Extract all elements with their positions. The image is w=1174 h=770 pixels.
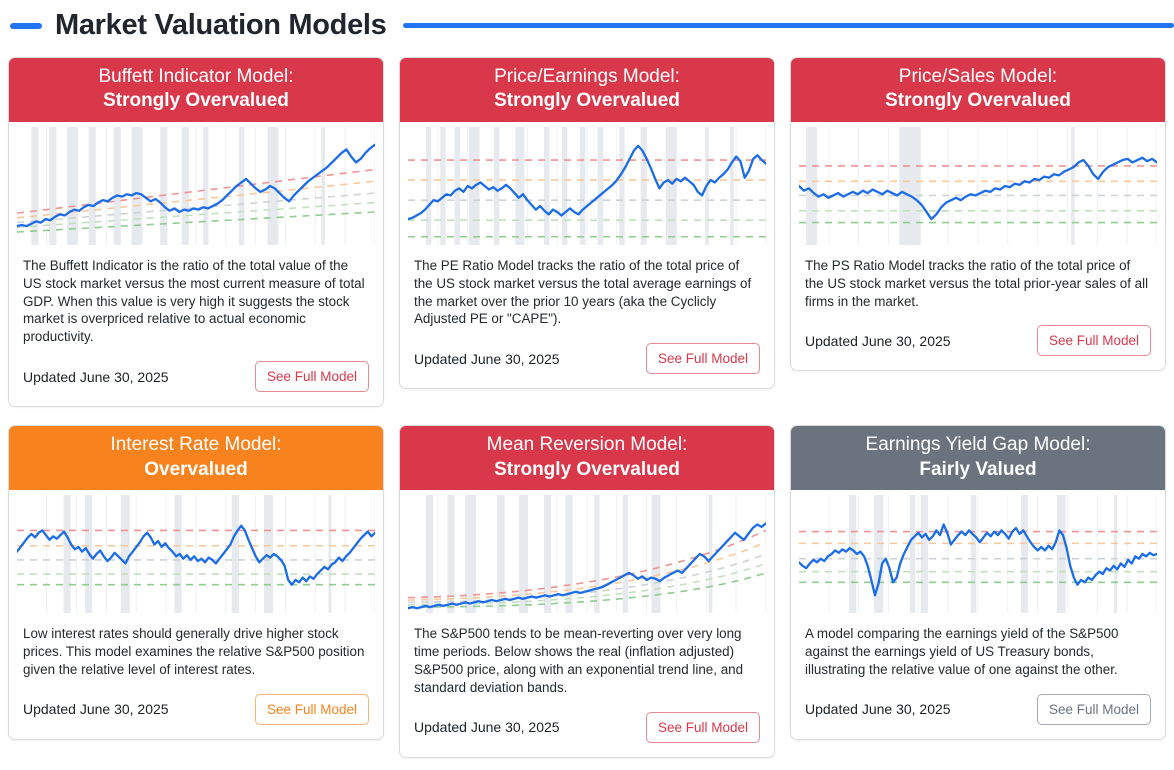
valuation-chart-svg	[17, 126, 375, 245]
model-card-price-earnings: Price/Earnings Model: Strongly Overvalue…	[399, 57, 775, 390]
see-full-model-button[interactable]: See Full Model	[1036, 693, 1151, 725]
model-card-footer: Updated June 30, 2025 See Full Model	[400, 328, 774, 388]
model-card-earnings-yield-gap: Earnings Yield Gap Model: Fairly Valued …	[790, 425, 1166, 740]
model-status-badge: Fairly Valued	[919, 458, 1037, 480]
model-card-mean-reversion: Mean Reversion Model: Strongly Overvalue…	[399, 425, 775, 758]
model-title: Mean Reversion Model:	[486, 434, 688, 456]
model-status-badge: Strongly Overvalued	[494, 458, 680, 480]
page-title: Market Valuation Models	[55, 9, 387, 41]
model-title: Buffett Indicator Model:	[98, 66, 294, 87]
page-header: Market Valuation Models	[0, 0, 1174, 50]
model-card-header: Interest Rate Model: Overvalued	[9, 426, 383, 491]
title-accent-line	[402, 23, 1174, 28]
see-full-model-button[interactable]: See Full Model	[645, 343, 760, 375]
valuation-chart-svg	[799, 495, 1157, 614]
model-description: The S&P500 tends to be mean-reverting ov…	[414, 626, 744, 695]
model-status-badge: Strongly Overvalued	[885, 90, 1071, 112]
model-chart	[799, 126, 1157, 245]
valuation-chart-svg	[17, 495, 375, 614]
model-card-price-sales: Price/Sales Model: Strongly Overvalued T…	[790, 57, 1166, 372]
model-chart	[408, 126, 766, 245]
title-accent-dash	[10, 22, 42, 29]
model-card-buffett-indicator: Buffett Indicator Model: Strongly Overva…	[8, 57, 384, 408]
model-chart	[799, 495, 1157, 614]
model-description: Low interest rates should generally driv…	[23, 626, 365, 677]
model-card-header: Mean Reversion Model: Strongly Overvalue…	[400, 426, 774, 491]
model-description: The Buffett Indicator is the ratio of th…	[23, 257, 365, 345]
model-status-badge: Strongly Overvalued	[103, 90, 289, 112]
model-card-footer: Updated June 30, 2025 See Full Model	[791, 679, 1165, 739]
model-chart	[408, 495, 766, 614]
updated-date: Updated June 30, 2025	[414, 719, 560, 736]
model-card-header: Price/Earnings Model: Strongly Overvalue…	[400, 58, 774, 122]
model-status-badge: Strongly Overvalued	[494, 90, 680, 112]
model-chart	[17, 495, 375, 614]
see-full-model-button[interactable]: See Full Model	[645, 711, 760, 743]
valuation-chart-svg	[408, 495, 766, 614]
see-full-model-button[interactable]: See Full Model	[254, 361, 369, 393]
see-full-model-button[interactable]: See Full Model	[1036, 325, 1151, 357]
model-title: Price/Sales Model:	[898, 66, 1058, 87]
model-title: Price/Earnings Model:	[494, 66, 680, 87]
model-description: The PS Ratio Model tracks the ratio of t…	[805, 257, 1149, 309]
model-card-footer: Updated June 30, 2025 See Full Model	[791, 310, 1165, 370]
model-title: Interest Rate Model:	[110, 434, 282, 456]
model-card-header: Earnings Yield Gap Model: Fairly Valued	[791, 426, 1165, 491]
updated-date: Updated June 30, 2025	[23, 368, 169, 385]
model-description: The PE Ratio Model tracks the ratio of t…	[414, 257, 752, 327]
valuation-chart-svg	[408, 126, 766, 245]
updated-date: Updated June 30, 2025	[805, 332, 951, 349]
model-title: Earnings Yield Gap Model:	[865, 434, 1091, 456]
model-card-footer: Updated June 30, 2025 See Full Model	[9, 346, 383, 406]
model-chart	[17, 126, 375, 245]
updated-date: Updated June 30, 2025	[414, 350, 560, 367]
updated-date: Updated June 30, 2025	[23, 701, 169, 718]
model-description: A model comparing the earnings yield of …	[805, 626, 1119, 677]
valuation-chart-svg	[799, 126, 1157, 245]
model-card-interest-rate: Interest Rate Model: Overvalued Low inte…	[8, 425, 384, 740]
model-card-footer: Updated June 30, 2025 See Full Model	[9, 679, 383, 739]
model-card-header: Buffett Indicator Model: Strongly Overva…	[9, 58, 383, 122]
model-status-badge: Overvalued	[144, 458, 248, 480]
model-card-header: Price/Sales Model: Strongly Overvalued	[791, 58, 1165, 122]
updated-date: Updated June 30, 2025	[805, 701, 951, 718]
see-full-model-button[interactable]: See Full Model	[254, 693, 369, 725]
model-cards-grid: Buffett Indicator Model: Strongly Overva…	[8, 57, 1166, 758]
model-card-footer: Updated June 30, 2025 See Full Model	[400, 697, 774, 757]
